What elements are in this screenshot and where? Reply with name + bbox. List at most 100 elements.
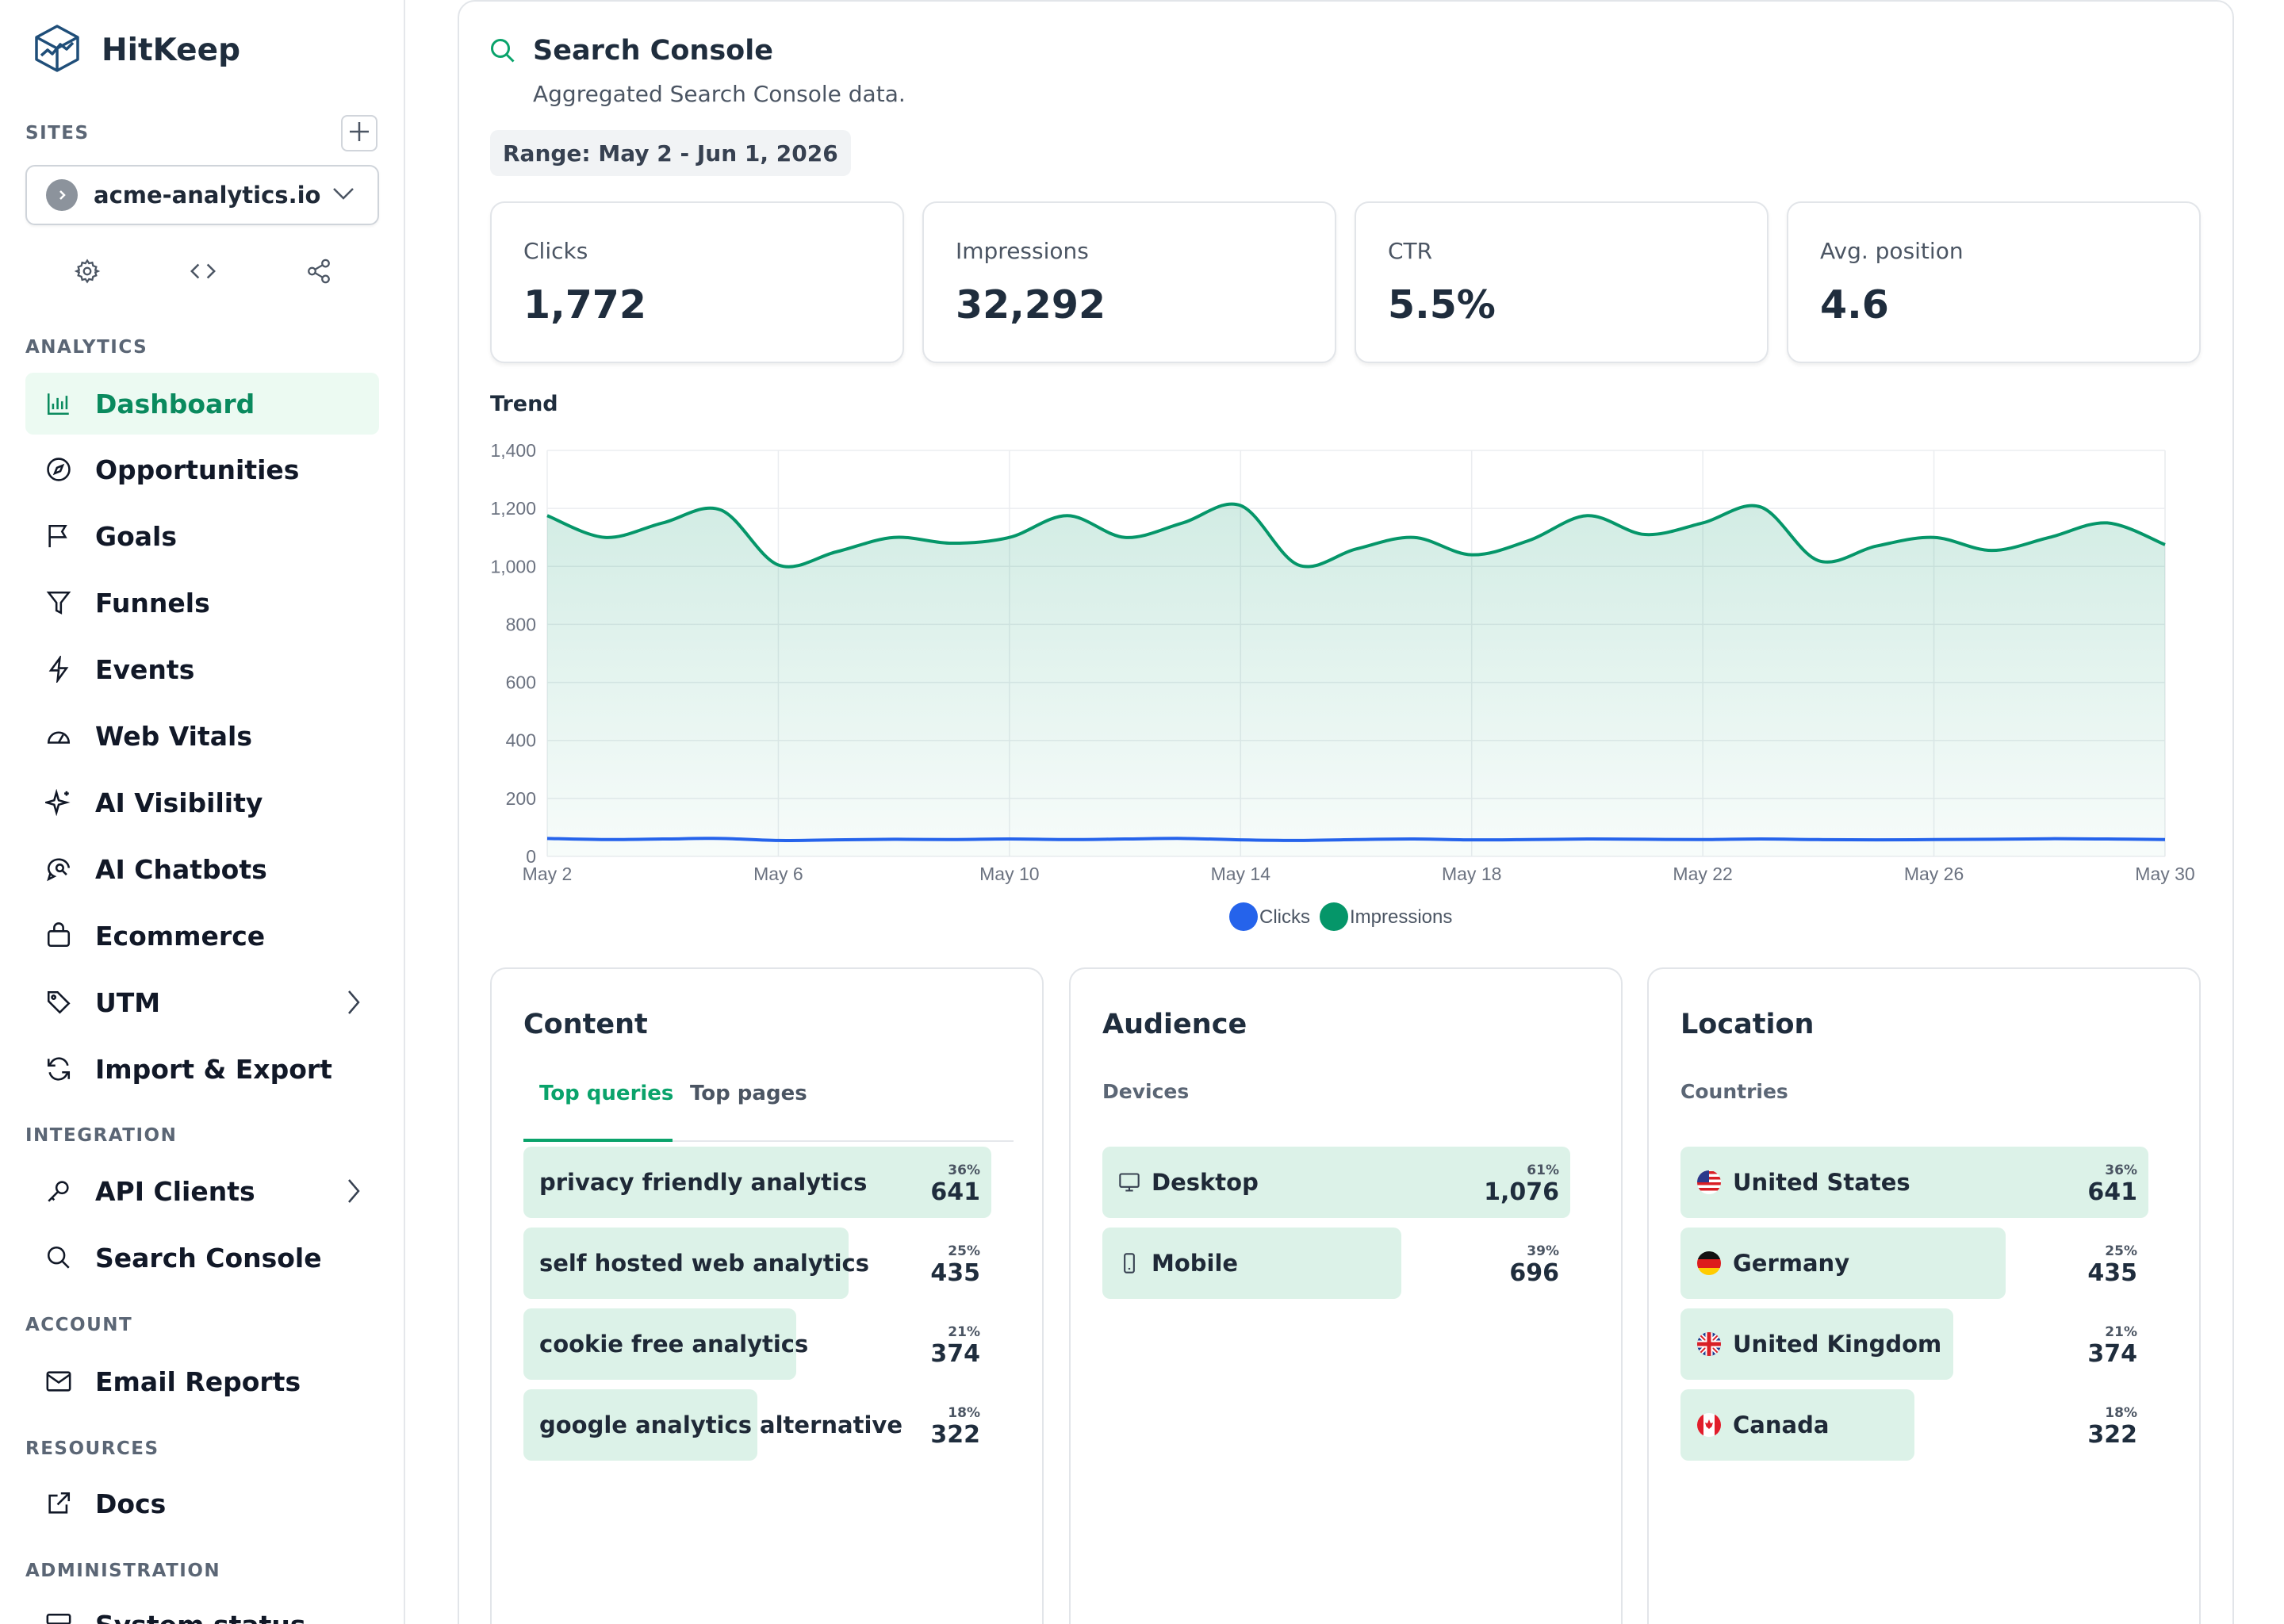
- monitor-icon: [1118, 1171, 1140, 1193]
- sync-icon: [43, 1053, 75, 1085]
- external-link-icon: [43, 1488, 75, 1519]
- row-label-text: United Kingdom: [1733, 1331, 1942, 1358]
- shopping-bag-icon: [43, 920, 75, 952]
- nav-label: Ecommerce: [95, 920, 266, 952]
- share-bar: [1680, 1228, 2006, 1299]
- tag-icon: [43, 986, 75, 1018]
- stat-value: 4.6: [1820, 282, 1889, 327]
- account-section-label: ACCOUNT: [25, 1315, 133, 1335]
- server-icon: [43, 1609, 75, 1624]
- row-label: self hosted web analytics: [539, 1228, 869, 1299]
- breakdown-row[interactable]: cookie free analytics 21% 374: [523, 1308, 991, 1380]
- row-percent: 21%: [948, 1324, 980, 1340]
- nav-label: Web Vitals: [95, 720, 252, 752]
- active-tab-indicator: [523, 1139, 673, 1142]
- integration-section-label: INTEGRATION: [25, 1125, 178, 1146]
- chat-search-icon: [43, 853, 75, 885]
- stat-label: Avg. position: [1820, 238, 1964, 264]
- content-panel: Content Top queries Top pages privacy fr…: [490, 967, 1044, 1624]
- nav-ai-visibility[interactable]: AI Visibility: [25, 772, 379, 833]
- nav-email-reports[interactable]: Email Reports: [25, 1350, 379, 1412]
- brand[interactable]: HitKeep: [33, 24, 240, 76]
- administration-section-label: ADMINISTRATION: [25, 1561, 221, 1581]
- row-percent: 36%: [2105, 1162, 2137, 1178]
- gauge-icon: [43, 720, 75, 752]
- nav-label: Dashboard: [95, 388, 255, 419]
- x-tick-label: May 22: [1673, 864, 1732, 884]
- embed-code-icon[interactable]: [187, 255, 219, 287]
- breakdown-row[interactable]: Mobile 39% 696: [1102, 1228, 1570, 1299]
- row-percent: 61%: [1527, 1162, 1559, 1178]
- nav-utm[interactable]: UTM: [25, 971, 379, 1033]
- row-value: 322: [930, 1421, 980, 1449]
- site-selector[interactable]: acme-analytics.io: [25, 165, 379, 225]
- nav-funnels[interactable]: Funnels: [25, 572, 379, 634]
- row-label: google analytics alternative: [539, 1389, 902, 1461]
- row-value: 374: [930, 1340, 980, 1368]
- row-label: United Kingdom: [1696, 1308, 1941, 1380]
- clicks-line: [546, 837, 2166, 842]
- trend-chart: 0 200 400 600 800 1,000 1,200 1,400 May 2 May 6 Ma…: [490, 440, 2195, 931]
- nav-events[interactable]: Events: [25, 638, 379, 700]
- nav-ai-chatbots[interactable]: AI Chatbots: [25, 838, 379, 900]
- y-tick-label: 200: [506, 788, 536, 809]
- tab-top-queries[interactable]: Top queries: [539, 1082, 674, 1105]
- share-bar: [523, 1228, 849, 1299]
- stat-value: 32,292: [956, 282, 1106, 327]
- compass-icon: [43, 454, 75, 485]
- nav-web-vitals[interactable]: Web Vitals: [25, 705, 379, 767]
- nav-goals[interactable]: Goals: [25, 505, 379, 567]
- breakdown-row[interactable]: Canada 18% 322: [1680, 1389, 2148, 1461]
- row-label-text: Desktop: [1152, 1169, 1259, 1196]
- nav-system-status[interactable]: System status: [25, 1594, 379, 1624]
- chevron-right-icon: [344, 1175, 363, 1210]
- impressions-area: [547, 504, 2165, 856]
- mail-icon: [43, 1365, 75, 1397]
- nav-label: API Clients: [95, 1175, 255, 1207]
- row-value: 435: [930, 1259, 980, 1287]
- sites-label: SITES: [25, 123, 90, 144]
- impressions-line: [546, 502, 2166, 569]
- y-tick-label: 1,400: [490, 440, 536, 461]
- nav-opportunities[interactable]: Opportunities: [25, 439, 379, 500]
- nav-import-export[interactable]: Import & Export: [25, 1038, 379, 1100]
- sparkles-icon: [43, 787, 75, 818]
- breakdown-row[interactable]: google analytics alternative 18% 322: [523, 1389, 991, 1461]
- row-percent: 39%: [1527, 1243, 1559, 1259]
- breakdown-row[interactable]: Germany 25% 435: [1680, 1228, 2148, 1299]
- breakdown-row[interactable]: United States 36% 641: [1680, 1147, 2148, 1218]
- row-label-text: Germany: [1733, 1250, 1850, 1277]
- site-settings-icon[interactable]: [71, 255, 103, 287]
- search-icon: [489, 36, 517, 68]
- breakdown-row[interactable]: self hosted web analytics 25% 435: [523, 1228, 991, 1299]
- share-icon[interactable]: [303, 255, 335, 287]
- share-bar: [1102, 1147, 1570, 1218]
- stat-label: CTR: [1388, 238, 1433, 264]
- row-value: 374: [2087, 1340, 2137, 1368]
- flag-de-icon: [1696, 1251, 1722, 1276]
- nav-docs[interactable]: Docs: [25, 1473, 379, 1534]
- app-name: HitKeep: [102, 32, 241, 68]
- nav-ecommerce[interactable]: Ecommerce: [25, 905, 379, 967]
- panel-title: Location: [1680, 1009, 1815, 1040]
- breakdown-row[interactable]: Desktop 61% 1,076: [1102, 1147, 1570, 1218]
- site-favicon-icon: [46, 179, 78, 211]
- row-value: 641: [930, 1178, 980, 1206]
- stat-card-ctr: CTR 5.5%: [1355, 201, 1769, 363]
- y-tick-label: 800: [506, 614, 536, 634]
- date-range-badge[interactable]: Range: May 2 - Jun 1, 2026: [490, 130, 851, 176]
- row-percent: 18%: [948, 1405, 980, 1421]
- nav-dashboard[interactable]: Dashboard: [25, 373, 379, 435]
- tab-top-pages[interactable]: Top pages: [690, 1082, 807, 1105]
- nav-api-clients[interactable]: API Clients: [25, 1160, 379, 1222]
- legend-label: Impressions: [1350, 906, 1452, 928]
- add-site-button[interactable]: [341, 115, 377, 151]
- site-name: acme-analytics.io: [94, 182, 321, 209]
- breakdown-row[interactable]: United Kingdom 21% 374: [1680, 1308, 2148, 1380]
- breakdown-row[interactable]: privacy friendly analytics 36% 641: [523, 1147, 991, 1218]
- legend-swatch: [1229, 902, 1258, 931]
- share-bar: [1680, 1308, 1953, 1380]
- nav-search-console[interactable]: Search Console: [25, 1227, 379, 1289]
- stat-card-impressions: Impressions 32,292: [922, 201, 1336, 363]
- chevron-right-icon: [344, 986, 363, 1021]
